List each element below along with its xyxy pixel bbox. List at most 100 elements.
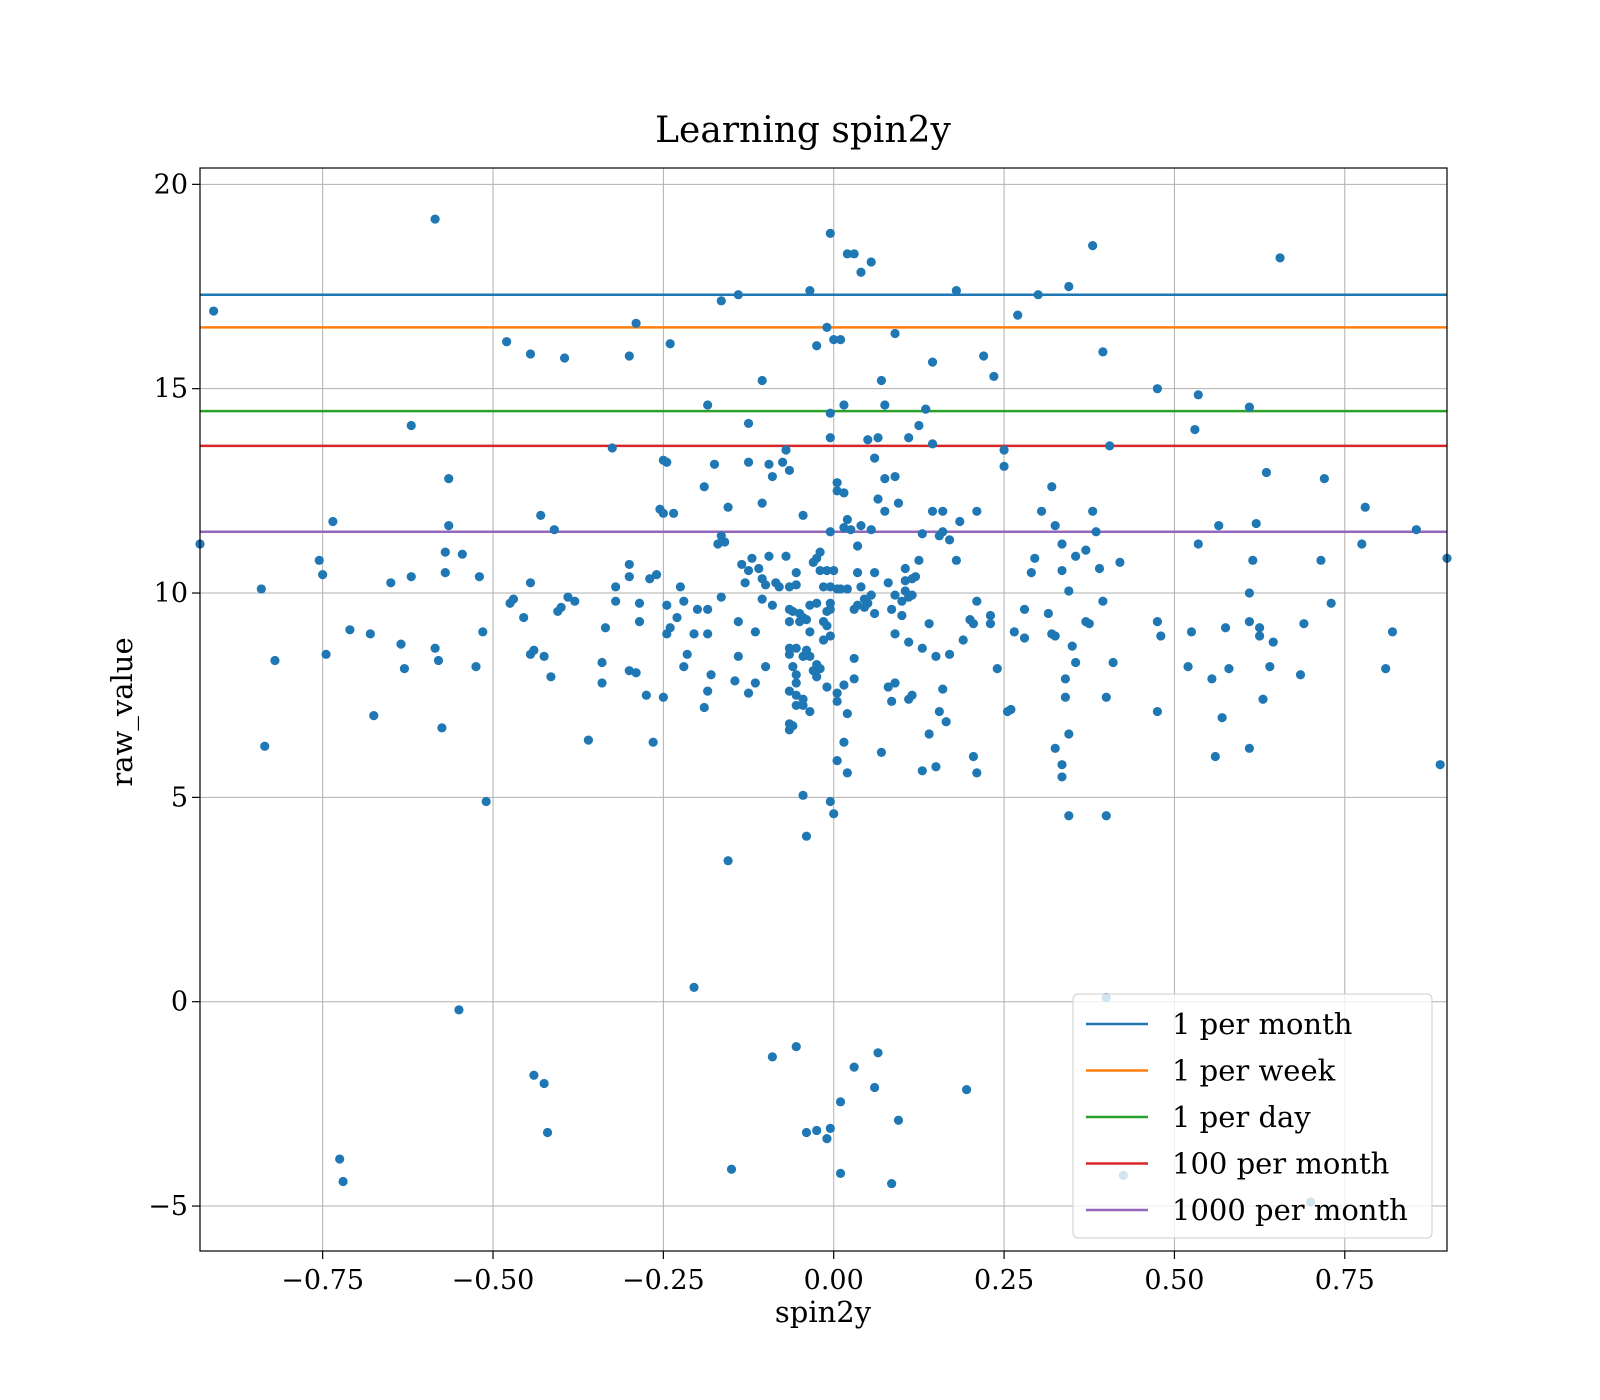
data-point: [508, 594, 519, 604]
x-tick-label: 0.00: [804, 1265, 864, 1296]
data-points: [195, 214, 1452, 1207]
data-point: [866, 525, 876, 535]
data-point: [842, 249, 852, 259]
data-point: [897, 596, 907, 606]
data-point: [764, 551, 774, 561]
data-point: [849, 1062, 859, 1072]
data-point: [801, 1127, 812, 1138]
data-point: [607, 443, 617, 453]
y-tick-label: −5: [148, 1191, 188, 1222]
data-point: [887, 604, 897, 614]
data-point: [815, 547, 825, 557]
data-point: [801, 831, 812, 841]
data-point: [815, 664, 825, 674]
data-point: [1217, 713, 1227, 723]
data-point: [900, 563, 910, 574]
data-point: [764, 459, 774, 469]
data-point: [437, 723, 447, 733]
data-point: [703, 604, 713, 614]
data-point: [849, 674, 859, 684]
data-point: [1084, 619, 1094, 629]
data-point: [784, 617, 795, 627]
data-point: [1009, 627, 1019, 637]
data-point: [406, 420, 416, 431]
data-point: [791, 643, 801, 653]
data-point: [866, 590, 876, 600]
data-point: [1036, 506, 1047, 516]
data-point: [703, 686, 713, 696]
data-point: [880, 400, 890, 410]
data-point: [335, 1154, 345, 1164]
data-point: [1013, 310, 1023, 320]
data-point: [471, 661, 481, 672]
data-point: [750, 627, 760, 637]
data-point: [260, 741, 270, 751]
data-point: [1071, 551, 1081, 561]
data-point: [798, 790, 808, 800]
data-point: [1098, 596, 1108, 606]
x-tick-label: −0.75: [281, 1265, 364, 1296]
data-point: [835, 584, 846, 594]
data-point: [972, 596, 982, 606]
data-point: [924, 619, 934, 629]
data-point: [1050, 631, 1060, 641]
data-point: [743, 565, 754, 576]
data-point: [1060, 674, 1071, 684]
data-point: [743, 688, 754, 698]
data-point: [1064, 586, 1074, 596]
data-point: [1060, 692, 1071, 702]
data-point: [1064, 281, 1074, 292]
data-point: [890, 590, 900, 600]
data-point: [454, 1005, 464, 1015]
data-point: [893, 498, 904, 508]
data-point: [767, 471, 777, 482]
data-point: [536, 510, 546, 520]
data-point: [1152, 706, 1162, 717]
data-point: [961, 1084, 972, 1095]
data-point: [938, 684, 948, 694]
data-point: [679, 661, 689, 672]
data-point: [556, 602, 566, 612]
data-point: [1006, 704, 1016, 715]
data-point: [835, 1168, 846, 1178]
data-point: [852, 541, 863, 551]
data-point: [1152, 384, 1162, 394]
data-point: [788, 721, 798, 731]
data-point: [740, 578, 750, 588]
data-point: [1152, 617, 1162, 627]
data-point: [968, 619, 979, 629]
data-point: [890, 328, 900, 339]
data-point: [720, 537, 730, 547]
data-point: [209, 306, 219, 316]
data-point: [502, 337, 512, 347]
data-point: [791, 1042, 801, 1052]
data-point: [968, 751, 979, 762]
data-point: [645, 574, 655, 584]
data-point: [1193, 390, 1203, 400]
data-point: [1248, 555, 1258, 565]
data-point: [812, 598, 822, 608]
data-point: [863, 598, 873, 608]
data-point: [904, 433, 914, 443]
chart-title: Learning spin2y: [655, 110, 951, 151]
data-point: [863, 435, 873, 445]
data-point: [542, 1127, 553, 1138]
data-point: [583, 735, 594, 745]
data-point: [958, 635, 968, 645]
data-point: [396, 639, 406, 649]
data-point: [546, 672, 556, 682]
data-point: [822, 682, 832, 692]
data-point: [870, 453, 880, 463]
data-point: [829, 335, 839, 345]
data-point: [1057, 760, 1067, 770]
data-point: [1268, 637, 1278, 647]
data-point: [658, 692, 668, 702]
data-point: [985, 619, 996, 629]
data-point: [256, 584, 266, 594]
data-point: [856, 582, 866, 592]
data-point: [1088, 506, 1098, 516]
data-point: [1186, 627, 1197, 637]
data-point: [1435, 760, 1445, 770]
y-tick-label: 15: [154, 374, 188, 405]
